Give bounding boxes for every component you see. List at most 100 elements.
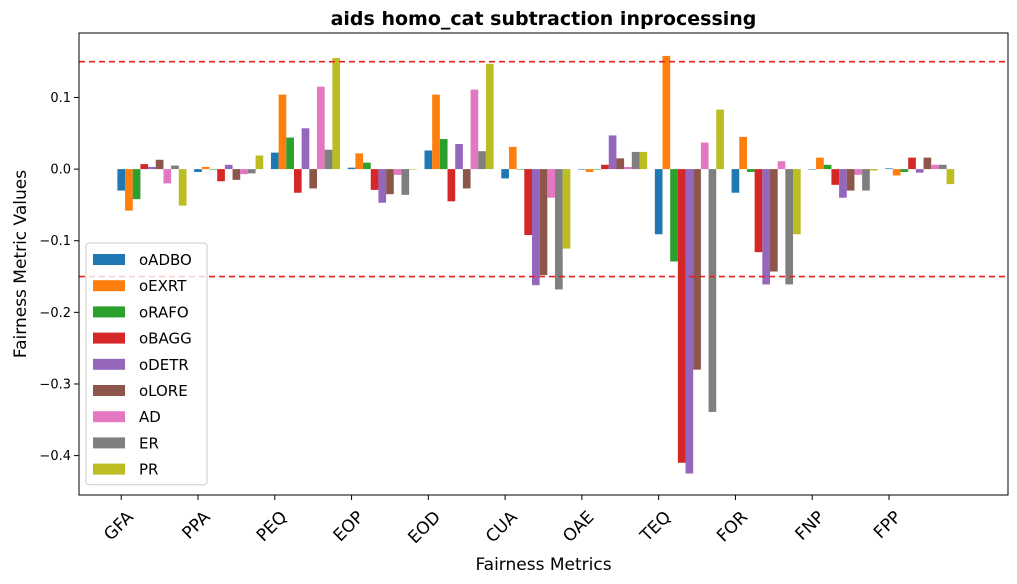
- y-axis: −0.4 −0.3 −0.2 −0.1 0.0 0.1: [39, 91, 79, 464]
- bar-oADBO-GFA: [117, 169, 126, 191]
- legend-swatch-oRAFO: [93, 306, 125, 318]
- x-tick-label-FNP: FNP: [791, 507, 828, 544]
- x-axis: GFA PPA PEQ EOP EOD CUA OAE TEQ FOR FNP FPP: [100, 495, 906, 548]
- x-tick-label-EOD: EOD: [404, 507, 444, 547]
- bar-PR-FOR: [793, 169, 801, 235]
- bar-oLORE-CUA: [539, 169, 548, 276]
- bar-ER-FNP: [862, 169, 870, 191]
- bar-PR-GFA: [178, 169, 187, 206]
- bar-oBAGG-CUA: [524, 169, 532, 235]
- bar-oADBO-OAE: [578, 169, 586, 170]
- bar-AD-FPP: [931, 164, 939, 170]
- bar-oBAGG-EOP: [370, 169, 379, 190]
- bar-AD-CUA: [547, 169, 556, 198]
- y-tick-label: −0.4: [39, 449, 71, 464]
- legend-box: [85, 242, 208, 486]
- bar-oDETR-EOP: [378, 169, 387, 203]
- bar-oDETR-EOD: [455, 144, 463, 170]
- bar-AD-EOP: [393, 169, 402, 175]
- legend-label-oEXRT: oEXRT: [139, 277, 187, 295]
- bar-oBAGG-GFA: [140, 164, 149, 170]
- y-tick-label: −0.1: [39, 234, 71, 249]
- bar-oBAGG-OAE: [601, 164, 609, 170]
- bar-oRAFO-OAE: [593, 169, 602, 170]
- y-tick-label: −0.3: [39, 377, 71, 392]
- x-tick-label-CUA: CUA: [482, 507, 522, 547]
- bar-oADBO-TEQ: [654, 169, 663, 235]
- bar-oRAFO-CUA: [516, 169, 525, 170]
- bar-oLORE-PPA: [232, 169, 241, 180]
- bar-oBAGG-TEQ: [677, 169, 686, 463]
- legend-label-PR: PR: [139, 461, 158, 479]
- x-tick-label-TEQ: TEQ: [636, 507, 675, 546]
- bar-PR-TEQ: [716, 109, 724, 170]
- x-tick-label-OAE: OAE: [559, 507, 598, 546]
- bar-oRAFO-PEQ: [286, 137, 294, 170]
- legend-label-ER: ER: [139, 434, 159, 452]
- x-axis-label: Fairness Metrics: [475, 555, 611, 575]
- legend-label-oDETR: oDETR: [139, 356, 189, 374]
- bar-oADBO-FOR: [731, 169, 740, 193]
- bar-oLORE-FNP: [846, 169, 855, 191]
- bar-oDETR-PPA: [224, 164, 233, 170]
- bar-PR-EOD: [485, 63, 494, 170]
- legend-swatch-ER: [93, 437, 125, 449]
- bar-oBAGG-FPP: [908, 157, 916, 170]
- legend-swatch-AD: [93, 411, 125, 423]
- bar-oLORE-PEQ: [309, 169, 318, 189]
- bar-oEXRT-GFA: [125, 169, 133, 211]
- bar-ER-GFA: [171, 165, 179, 170]
- bar-AD-FOR: [777, 161, 786, 170]
- bar-oADBO-EOP: [347, 167, 356, 170]
- y-tick-label: −0.2: [39, 306, 71, 321]
- bar-AD-EOD: [470, 89, 479, 170]
- bar-AD-TEQ: [700, 142, 709, 170]
- legend-label-oLORE: oLORE: [139, 382, 188, 400]
- bar-AD-PPA: [240, 169, 248, 175]
- x-tick-label-GFA: GFA: [100, 507, 138, 545]
- bar-oLORE-FOR: [769, 169, 778, 272]
- bar-ER-CUA: [555, 169, 563, 290]
- bar-ER-EOP: [401, 169, 410, 195]
- bar-oBAGG-FNP: [831, 169, 840, 185]
- bar-oEXRT-FPP: [892, 169, 901, 176]
- bar-ER-PEQ: [324, 149, 333, 170]
- legend-swatch-oBAGG: [93, 332, 125, 344]
- bar-oLORE-GFA: [155, 159, 164, 170]
- bar-oEXRT-FNP: [816, 157, 824, 170]
- bar-oRAFO-FPP: [900, 169, 909, 172]
- bar-oRAFO-EOP: [363, 162, 371, 170]
- legend-swatch-oADBO: [93, 254, 125, 265]
- legend-label-oADBO: oADBO: [139, 251, 192, 269]
- bar-oLORE-EOP: [386, 169, 394, 195]
- bar-oADBO-PEQ: [270, 152, 279, 170]
- y-axis-label: Fairness Metric Values: [11, 170, 31, 358]
- bar-oEXRT-PEQ: [278, 94, 287, 170]
- bar-oADBO-FPP: [885, 168, 893, 170]
- bar-oEXRT-EOD: [432, 94, 440, 170]
- bar-oDETR-OAE: [608, 135, 617, 170]
- bar-oEXRT-CUA: [508, 146, 517, 170]
- legend-swatch-PR: [93, 463, 125, 475]
- bar-oBAGG-PPA: [217, 169, 225, 182]
- bar-AD-FNP: [854, 169, 863, 175]
- bar-oBAGG-PEQ: [293, 169, 302, 193]
- x-tick-label-FPP: FPP: [870, 507, 906, 543]
- bar-oEXRT-EOP: [355, 153, 364, 170]
- bar-PR-EOP: [409, 169, 417, 170]
- bar-ER-PPA: [247, 169, 256, 174]
- bar-oRAFO-EOD: [439, 139, 448, 170]
- bar-oADBO-CUA: [501, 169, 509, 179]
- bar-AD-GFA: [163, 169, 172, 184]
- plot-area-frame: [78, 32, 1009, 496]
- legend-label-AD: AD: [139, 408, 161, 426]
- y-tick-label: 0.0: [50, 163, 71, 178]
- legend-label-oRAFO: oRAFO: [139, 303, 189, 321]
- legend-swatch-oDETR: [93, 358, 125, 370]
- y-tick-label: 0.1: [50, 91, 71, 106]
- bar-oRAFO-FNP: [823, 164, 832, 170]
- bar-oRAFO-FOR: [746, 169, 755, 172]
- bar-PR-FPP: [946, 169, 955, 185]
- bar-oDETR-GFA: [148, 166, 156, 170]
